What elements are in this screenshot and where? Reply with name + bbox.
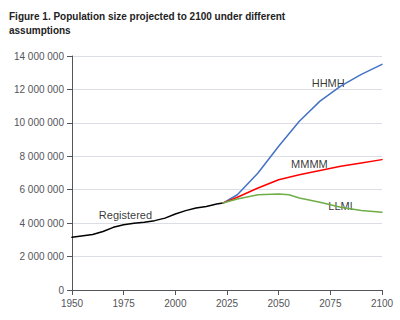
- svg-text:HHMH: HHMH: [311, 76, 345, 89]
- svg-text:1975: 1975: [113, 298, 136, 309]
- svg-text:2025: 2025: [216, 298, 239, 309]
- svg-text:2 000 000: 2 000 000: [20, 251, 65, 262]
- svg-text:assumptions: assumptions: [9, 25, 71, 36]
- svg-text:4 000 000: 4 000 000: [20, 218, 65, 229]
- svg-text:2000: 2000: [164, 298, 187, 309]
- svg-text:Figure 1. Population size proj: Figure 1. Population size projected to 2…: [9, 11, 286, 22]
- svg-text:Registered: Registered: [99, 209, 152, 221]
- svg-text:12 000 000: 12 000 000: [14, 84, 64, 95]
- svg-text:2100: 2100: [371, 298, 394, 309]
- svg-text:14 000 000: 14 000 000: [14, 51, 64, 62]
- svg-text:2075: 2075: [319, 298, 342, 309]
- svg-text:6 000 000: 6 000 000: [20, 184, 65, 195]
- svg-text:10 000 000: 10 000 000: [14, 117, 64, 128]
- svg-text:LLML: LLML: [328, 199, 356, 212]
- svg-text:0: 0: [58, 285, 64, 296]
- svg-text:1950: 1950: [61, 298, 84, 309]
- svg-text:8 000 000: 8 000 000: [20, 151, 65, 162]
- svg-text:2050: 2050: [268, 298, 291, 309]
- svg-text:MMMM: MMMM: [291, 158, 328, 170]
